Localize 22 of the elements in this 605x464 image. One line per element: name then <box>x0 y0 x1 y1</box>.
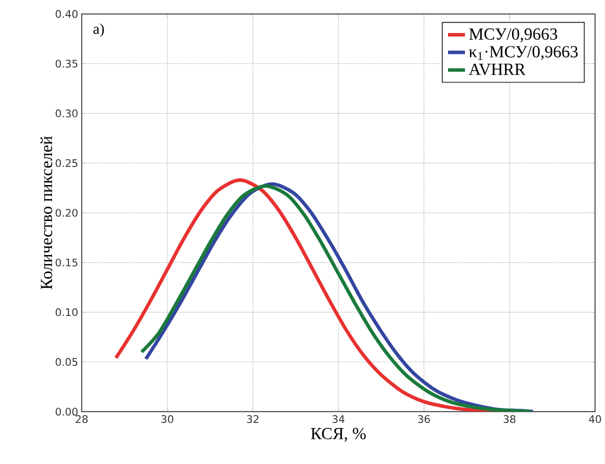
y-tick-label: 0.20 <box>56 208 78 216</box>
annotation: а) <box>93 23 104 37</box>
x-tick-label: 40 <box>588 414 601 423</box>
y-tick-label: 0.35 <box>56 59 78 68</box>
y-tick-label: 0.15 <box>56 258 78 266</box>
x-tick-label: 32 <box>247 414 258 423</box>
y-tick-label: 0.00 <box>56 407 78 416</box>
legend-label: κ$_{1}$·МСУ/0,9663 <box>469 46 578 60</box>
y-tick-label: 0.10 <box>56 308 78 316</box>
x-axis-title: КСЯ, % <box>310 428 366 442</box>
x-tick-label: 38 <box>504 414 516 423</box>
x-tick-label: 28 <box>76 414 88 423</box>
y-tick-label: 0.05 <box>56 358 78 366</box>
y-tick-label: 0.30 <box>56 109 78 118</box>
y-axis-title: Количество пикселей <box>40 136 52 290</box>
y-tick-label: 0.25 <box>56 158 78 167</box>
legend-label: МСУ/0,9663 <box>469 28 558 42</box>
x-tick-label: 30 <box>161 414 174 423</box>
y-tick-label: 0.40 <box>56 10 78 18</box>
x-tick-label: 34 <box>332 414 344 423</box>
x-tick-label: 36 <box>418 414 430 423</box>
legend-label: AVHRR <box>468 63 526 75</box>
